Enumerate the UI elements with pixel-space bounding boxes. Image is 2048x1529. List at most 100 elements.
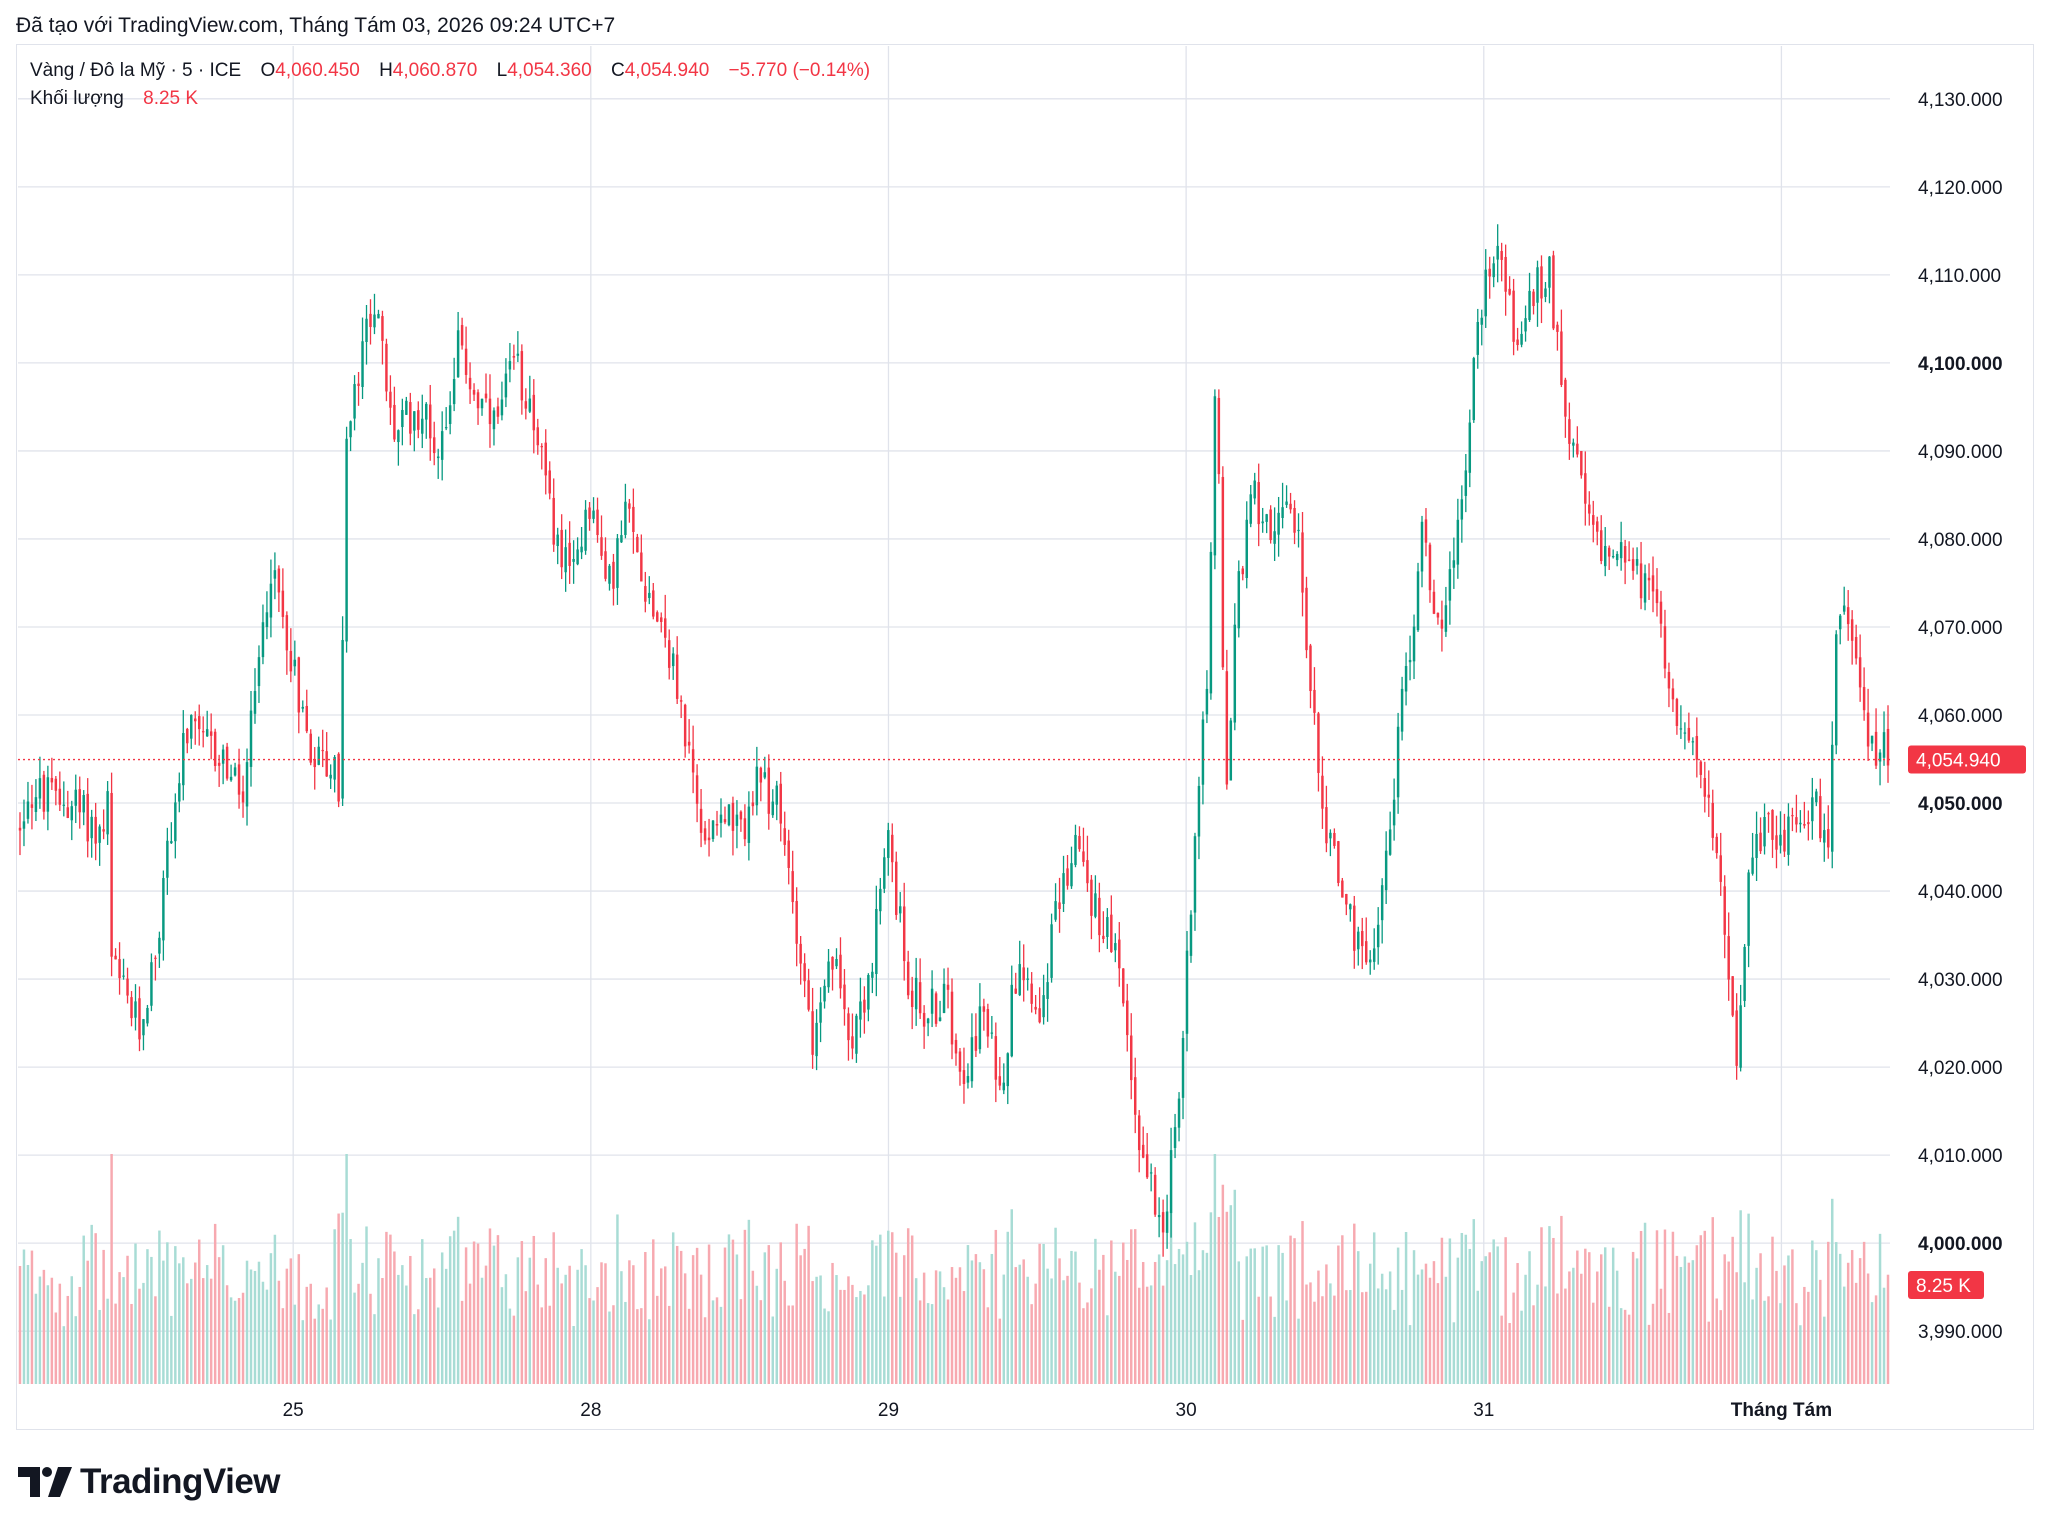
volume-bar [301, 1320, 305, 1384]
volume-bar [197, 1239, 201, 1384]
candle-body [1114, 943, 1117, 951]
volume-bar [580, 1249, 583, 1384]
volume-bar [727, 1234, 731, 1384]
volume-bar [1484, 1256, 1487, 1384]
candle-body [269, 583, 273, 618]
candle-body [1854, 636, 1858, 659]
volume-bar [1516, 1263, 1519, 1384]
candle-body [1416, 571, 1420, 631]
candle-body [687, 741, 691, 746]
volume-bar [82, 1235, 85, 1384]
time-tick-label: 25 [283, 1400, 304, 1421]
volume-bar [584, 1265, 587, 1384]
volume-bar [1699, 1235, 1703, 1384]
volume-bar [1074, 1251, 1077, 1384]
candle-body [918, 982, 922, 1014]
volume-bar [548, 1305, 551, 1384]
volume-bar [604, 1263, 607, 1384]
volume-bar [859, 1290, 862, 1384]
candle-body [1034, 1006, 1037, 1010]
candle-body [632, 506, 635, 532]
candle-body [1723, 886, 1726, 935]
price-chart[interactable]: 4,054.940 8.25 K 4,130.000 4,120.000 4,110.… [0, 0, 2048, 1440]
candle-body [1321, 775, 1324, 809]
candle-body [221, 749, 225, 764]
candle-body [1735, 1010, 1738, 1066]
candle-body [887, 830, 890, 858]
volume-bar [1022, 1259, 1025, 1384]
candle-body [1842, 605, 1846, 612]
candle-body [703, 828, 707, 841]
volume-label[interactable]: Khối lượng [30, 88, 124, 109]
candle-body [1297, 529, 1300, 532]
chart-frame[interactable] [16, 44, 2034, 1430]
candle-body [910, 990, 914, 1008]
volume-bar [74, 1316, 77, 1384]
candle-body [1747, 872, 1750, 946]
candle-body [460, 325, 464, 346]
candle-body [1130, 1035, 1133, 1081]
volume-bar [1544, 1286, 1547, 1384]
volume-bar [755, 1285, 759, 1384]
candle-body [863, 999, 866, 1013]
volume-bar [1592, 1302, 1595, 1384]
candle-body [528, 398, 532, 412]
candle-body [1193, 836, 1197, 913]
candle-body [608, 565, 611, 584]
volume-bar [970, 1260, 974, 1384]
volume-bar [799, 1255, 802, 1384]
candle-body [994, 1036, 998, 1080]
volume-bar [918, 1300, 922, 1384]
candle-body [488, 398, 492, 425]
volume-bar [1169, 1213, 1173, 1384]
candle-body [1779, 834, 1782, 846]
volume-bar [938, 1271, 942, 1384]
volume-bar [1731, 1236, 1734, 1384]
high-label: H [379, 60, 393, 81]
candle-body [297, 657, 301, 713]
candle-body [500, 399, 504, 416]
volume-bar [182, 1257, 185, 1384]
volume-bar [257, 1261, 261, 1384]
volume-bar [1464, 1234, 1468, 1384]
volume-bar [58, 1283, 62, 1384]
volume-bar [98, 1309, 101, 1384]
candle-body [1862, 687, 1866, 711]
candle-body [628, 503, 631, 509]
candle-body [1018, 964, 1021, 996]
candle-body [1611, 556, 1615, 558]
volume-bar [1110, 1240, 1113, 1384]
candle-body [1118, 939, 1121, 969]
volume-bar [1365, 1291, 1368, 1384]
volume-bar [1337, 1245, 1340, 1384]
volume-bar [1715, 1298, 1718, 1384]
symbol-name[interactable]: Vàng / Đô la Mỹ · 5 · ICE [30, 60, 242, 81]
candle-body [289, 650, 293, 672]
volume-bar [811, 1281, 814, 1384]
volume-bar [1560, 1215, 1563, 1384]
volume-bar [138, 1288, 141, 1384]
candle-body [365, 318, 368, 343]
candle-body [914, 977, 918, 1010]
candle-body [1655, 589, 1659, 604]
candle-body [978, 1006, 982, 1050]
candle-body [544, 442, 547, 476]
volume-bar [600, 1262, 603, 1384]
tradingview-logo[interactable]: TradingView [18, 1462, 281, 1502]
candle-body [648, 592, 651, 598]
volume-bar [381, 1278, 384, 1384]
candle-body [1719, 855, 1722, 882]
volume-bar [835, 1275, 838, 1384]
volume-bar [1512, 1292, 1515, 1384]
candle-body [1751, 857, 1754, 874]
candle-body [1695, 736, 1699, 760]
volume-bar [1353, 1223, 1356, 1384]
candle-body [492, 410, 496, 430]
candle-body [536, 427, 540, 446]
volume-bar [217, 1257, 221, 1384]
volume-bar [707, 1244, 711, 1384]
volume-bar [759, 1300, 763, 1384]
candle-body [1631, 559, 1635, 571]
volume-bar [1823, 1316, 1826, 1384]
volume-bar [1520, 1310, 1523, 1384]
